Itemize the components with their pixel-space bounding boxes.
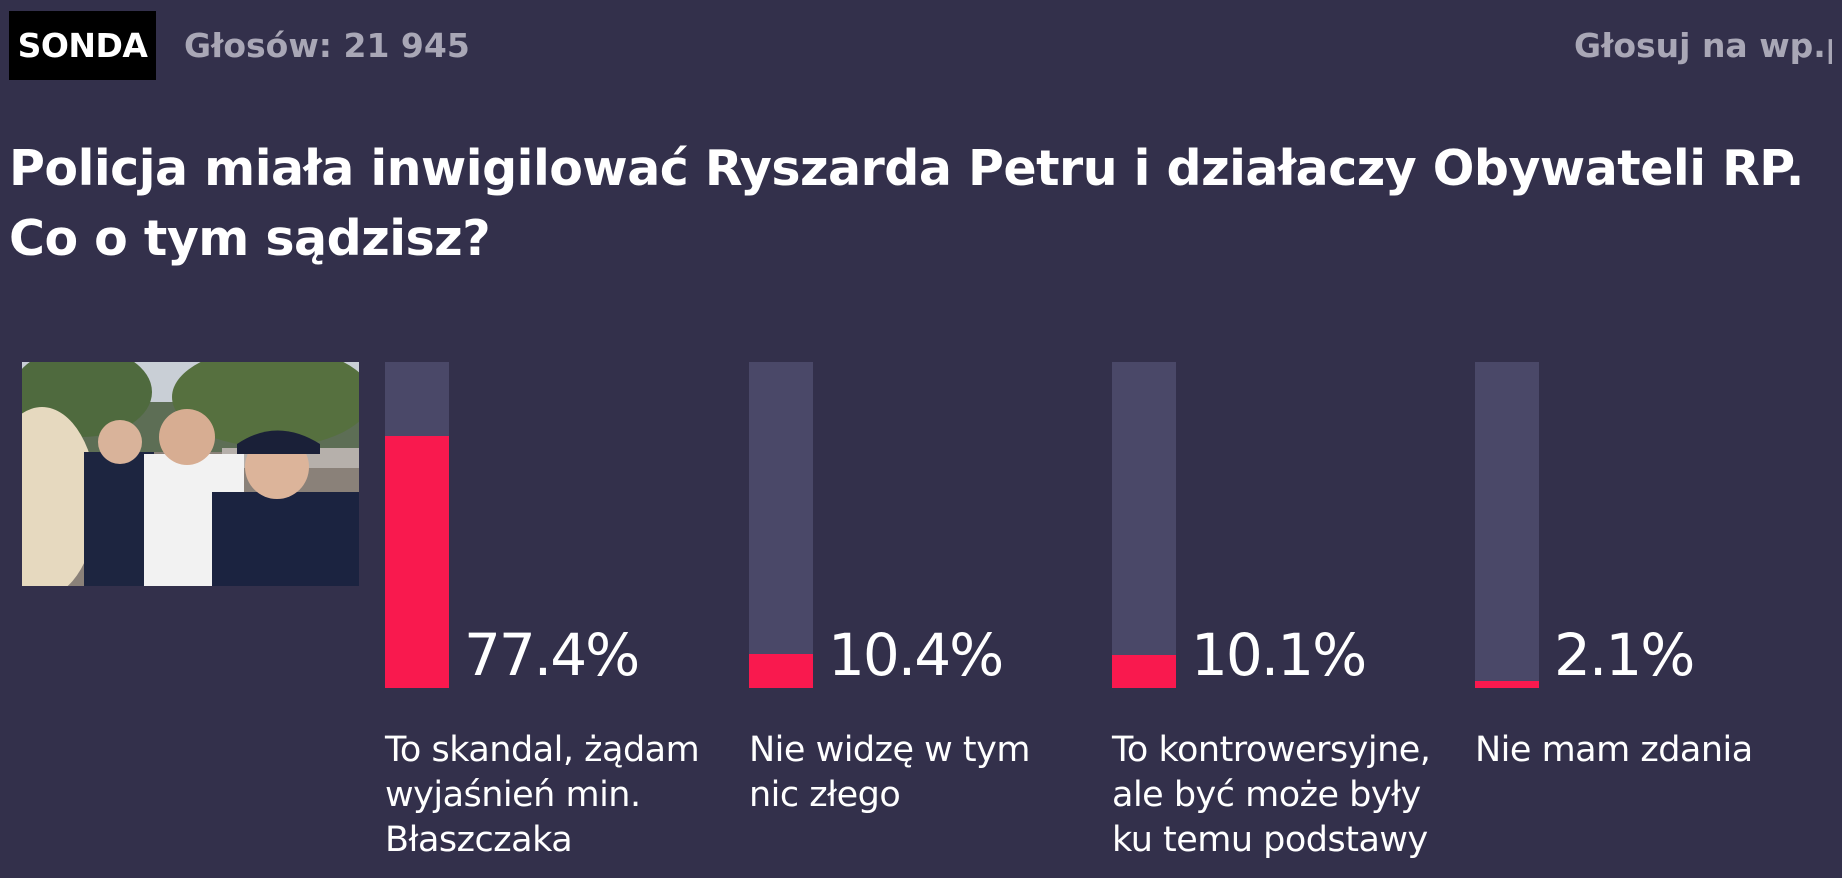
- news-photo: [22, 362, 359, 586]
- option-label: Nie mam zdania: [1475, 730, 1753, 770]
- poll-badge: SONDA: [9, 11, 156, 80]
- percent-label: 10.4%: [828, 621, 1004, 689]
- bar-track: [1475, 362, 1539, 688]
- vote-count: Głosów: 21 945: [184, 26, 470, 65]
- bar-track: [385, 362, 449, 688]
- option-label: To skandal, żądam wyjaśnień min. Błaszcz…: [385, 730, 700, 860]
- option-label: Nie widzę w tym nic złego: [749, 730, 1030, 815]
- percent-label: 77.4%: [464, 621, 640, 689]
- bar-track: [1112, 362, 1176, 688]
- percent-label: 2.1%: [1554, 621, 1695, 689]
- percent-label: 10.1%: [1191, 621, 1367, 689]
- option-label: To kontrowersyjne, ale być może były ku …: [1112, 730, 1431, 860]
- bar-fill: [1112, 655, 1176, 688]
- bar-fill: [1475, 681, 1539, 688]
- vote-link[interactable]: Głosuj na wp.pl: [1574, 26, 1832, 65]
- bar-track: [749, 362, 813, 688]
- bar-fill: [749, 654, 813, 688]
- bar-fill: [385, 436, 449, 688]
- poll-question: Policja miała inwigilować Ryszarda Petru…: [9, 140, 1804, 267]
